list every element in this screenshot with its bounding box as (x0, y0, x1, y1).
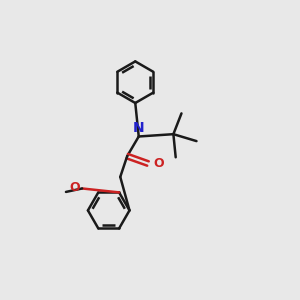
Text: O: O (70, 181, 80, 194)
Text: O: O (153, 157, 164, 169)
Text: N: N (133, 121, 145, 135)
